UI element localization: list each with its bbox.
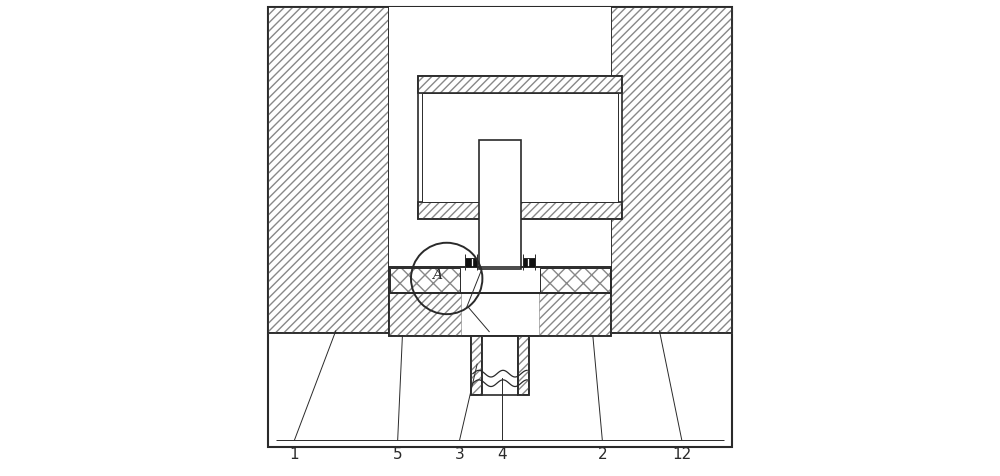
Bar: [389, 7, 611, 333]
Bar: [418, 202, 622, 219]
Bar: [611, 7, 732, 333]
Text: 12: 12: [672, 447, 691, 462]
Bar: [473, 258, 477, 267]
Text: 5: 5: [393, 447, 402, 462]
Bar: [389, 293, 611, 336]
Bar: [471, 336, 482, 395]
Bar: [479, 140, 521, 269]
Text: 2: 2: [598, 447, 607, 462]
Bar: [611, 7, 732, 333]
Bar: [268, 7, 389, 333]
Bar: [390, 268, 460, 292]
Text: A: A: [432, 268, 442, 282]
Bar: [268, 7, 389, 333]
Bar: [523, 258, 527, 267]
Bar: [389, 267, 611, 293]
Text: 1: 1: [290, 447, 299, 462]
Bar: [465, 258, 471, 267]
Bar: [389, 293, 611, 336]
Bar: [389, 267, 611, 293]
Bar: [540, 268, 610, 292]
Bar: [540, 268, 610, 292]
Bar: [418, 202, 622, 219]
Bar: [418, 76, 622, 93]
Bar: [471, 336, 482, 395]
Text: 4: 4: [498, 447, 507, 462]
Bar: [482, 336, 518, 395]
Bar: [422, 93, 618, 202]
Bar: [418, 76, 622, 219]
Bar: [518, 336, 529, 395]
Bar: [518, 336, 529, 395]
Bar: [390, 268, 460, 292]
Text: 3: 3: [455, 447, 464, 462]
Bar: [418, 76, 622, 93]
Bar: [529, 258, 535, 267]
